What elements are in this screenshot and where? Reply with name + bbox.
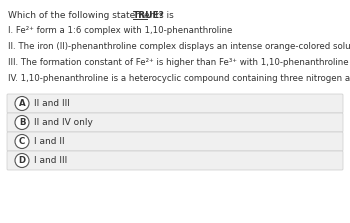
Circle shape <box>15 97 29 111</box>
FancyBboxPatch shape <box>7 132 343 151</box>
Text: A: A <box>19 99 25 108</box>
FancyBboxPatch shape <box>7 113 343 132</box>
Circle shape <box>15 116 29 130</box>
Text: IV. 1,10-phenanthroline is a heterocyclic compound containing three nitrogen ato: IV. 1,10-phenanthroline is a heterocycli… <box>8 74 350 83</box>
Text: I and II: I and II <box>34 137 65 146</box>
FancyBboxPatch shape <box>7 94 343 113</box>
Text: Which of the following statements is: Which of the following statements is <box>8 11 177 20</box>
FancyBboxPatch shape <box>7 151 343 170</box>
Text: II and IV only: II and IV only <box>34 118 93 127</box>
Text: II and III: II and III <box>34 99 70 108</box>
Text: I. Fe²⁺ form a 1:6 complex with 1,10-phenanthroline: I. Fe²⁺ form a 1:6 complex with 1,10-phe… <box>8 26 232 35</box>
Text: I and III: I and III <box>34 156 67 165</box>
Circle shape <box>15 153 29 167</box>
Text: II. The iron (II)-phenanthroline complex displays an intense orange-colored solu: II. The iron (II)-phenanthroline complex… <box>8 42 350 51</box>
Text: III. The formation constant of Fe²⁺ is higher than Fe³⁺ with 1,10-phenanthroline: III. The formation constant of Fe²⁺ is h… <box>8 58 350 67</box>
Text: D: D <box>19 156 26 165</box>
Circle shape <box>15 134 29 149</box>
Text: C: C <box>19 137 25 146</box>
Text: TRUE?: TRUE? <box>133 11 165 20</box>
Text: B: B <box>19 118 25 127</box>
